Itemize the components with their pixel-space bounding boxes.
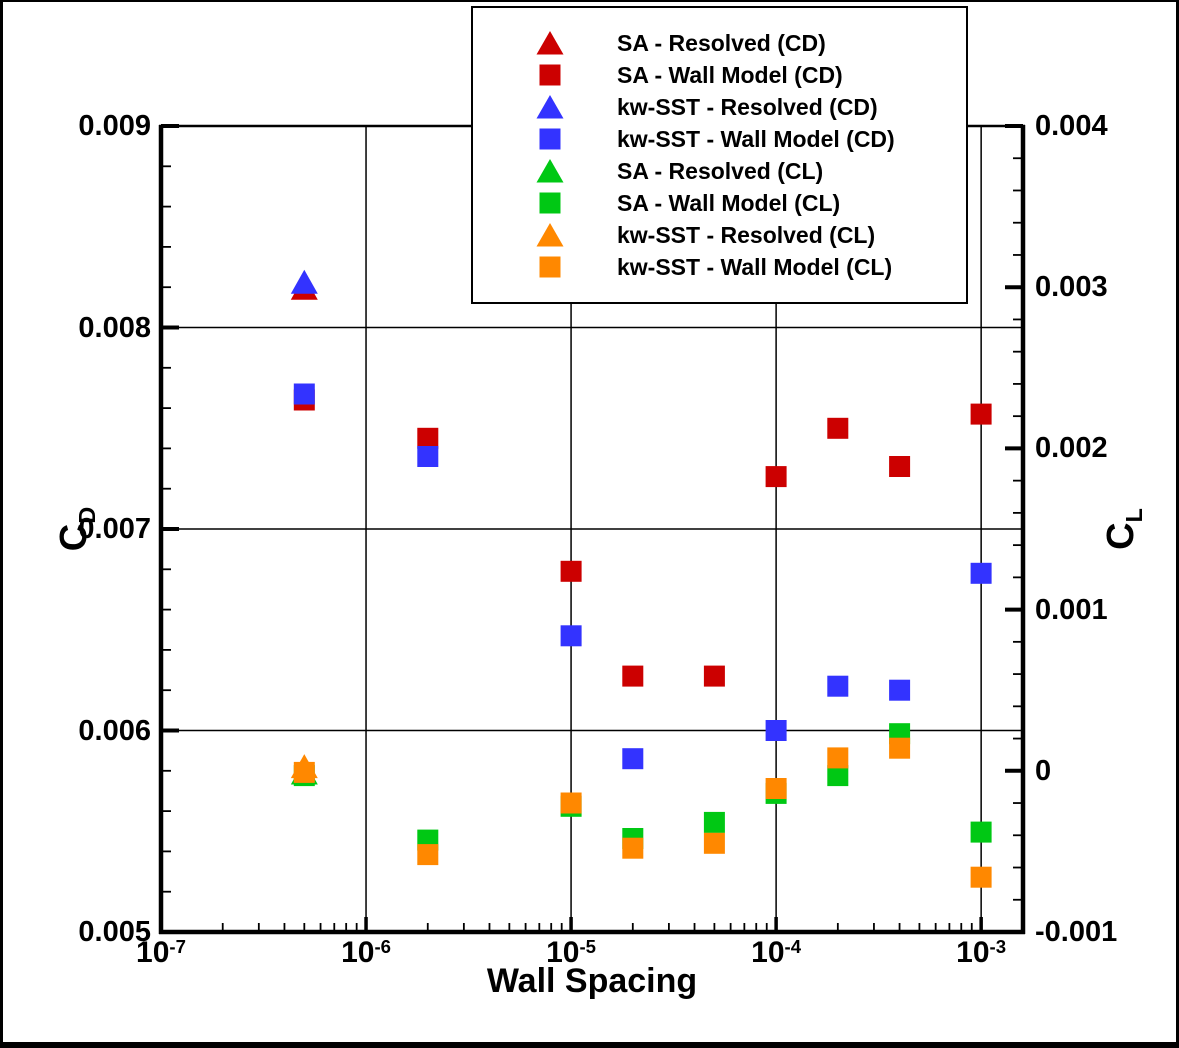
legend-label-kwsst-wallmodel-cl: kw-SST - Wall Model (CL) <box>617 253 893 280</box>
y-right-axis-title: CL <box>1100 508 1148 550</box>
x-tick-label-3: 10-4 <box>751 935 802 969</box>
y-right-tick-label-4: 0 <box>1035 754 1052 787</box>
legend-marker-kwsst-resolved-cd-icon <box>536 95 564 119</box>
legend-label-sa-resolved-cd: SA - Resolved (CD) <box>617 29 826 56</box>
legend-row-sa-wallmodel-cl: SA - Wall Model (CL) <box>535 187 966 219</box>
y-right-tick-label-1: 0.003 <box>1035 271 1108 304</box>
marker-kwsst-wallmodel-cl <box>417 844 439 866</box>
marker-kwsst-wallmodel-cd <box>293 383 315 405</box>
legend-row-kwsst-wallmodel-cd: kw-SST - Wall Model (CD) <box>535 123 966 155</box>
marker-kwsst-wallmodel-cl <box>560 792 582 814</box>
y-left-tick-label-3: 0.006 <box>78 714 151 747</box>
marker-kwsst-wallmodel-cl <box>765 778 787 799</box>
legend-marker-sa-wallmodel-cd-icon <box>539 64 561 86</box>
marker-kwsst-wallmodel-cd <box>765 720 787 741</box>
y-right-tick-label-0: 0.004 <box>1035 110 1108 142</box>
legend-label-sa-wallmodel-cl: SA - Wall Model (CL) <box>617 189 841 216</box>
y-left-tick-label-1: 0.008 <box>78 311 151 344</box>
legend-label-kwsst-resolved-cl: kw-SST - Resolved (CL) <box>617 221 876 248</box>
legend-row-kwsst-wallmodel-cl: kw-SST - Wall Model (CL) <box>535 251 966 283</box>
marker-kwsst-resolved-cd <box>290 269 318 294</box>
y-left-tick-label-0: 0.009 <box>78 110 151 142</box>
legend-row-sa-resolved-cd: SA - Resolved (CD) <box>535 27 966 59</box>
marker-sa-wallmodel-cd <box>622 665 644 687</box>
legend-label-sa-resolved-cl: SA - Resolved (CL) <box>617 157 824 184</box>
marker-sa-wallmodel-cd <box>703 665 725 687</box>
legend-marker-kwsst-wallmodel-cl-icon <box>539 256 561 278</box>
marker-kwsst-wallmodel-cl <box>827 747 849 769</box>
marker-kwsst-wallmodel-cl <box>889 737 911 759</box>
marker-kwsst-wallmodel-cd <box>889 679 911 701</box>
legend-marker-kwsst-resolved-cl-icon <box>536 223 564 247</box>
marker-kwsst-wallmodel-cd <box>970 562 992 584</box>
x-tick-label-4: 10-3 <box>956 935 1007 969</box>
marker-sa-wallmodel-cl <box>970 821 992 843</box>
marker-sa-wallmodel-cd <box>889 456 911 477</box>
legend-row-sa-resolved-cl: SA - Resolved (CL) <box>535 155 966 187</box>
legend-row-kwsst-resolved-cl: kw-SST - Resolved (CL) <box>535 219 966 251</box>
marker-sa-wallmodel-cd <box>765 466 787 488</box>
marker-kwsst-wallmodel-cd <box>827 675 849 697</box>
marker-sa-wallmodel-cd <box>417 427 439 449</box>
y-right-axis-title-letter: C <box>1100 522 1143 550</box>
x-tick-label-1: 10-6 <box>341 935 391 969</box>
marker-sa-wallmodel-cd <box>560 560 582 582</box>
marker-kwsst-wallmodel-cd <box>622 748 644 770</box>
y-left-tick-label-4: 0.005 <box>78 916 151 948</box>
y-right-tick-label-5: -0.001 <box>1035 916 1118 948</box>
y-right-tick-label-3: 0.001 <box>1035 593 1108 626</box>
legend-label-kwsst-resolved-cd: kw-SST - Resolved (CD) <box>617 93 878 120</box>
marker-kwsst-wallmodel-cl <box>703 832 725 854</box>
marker-kwsst-wallmodel-cl <box>622 837 644 859</box>
marker-sa-wallmodel-cl <box>703 811 725 833</box>
marker-sa-wallmodel-cl <box>827 765 849 787</box>
marker-sa-wallmodel-cd <box>970 403 992 425</box>
x-tick-label-2: 10-5 <box>546 935 597 969</box>
marker-sa-wallmodel-cd <box>827 417 849 439</box>
legend-marker-sa-resolved-cl-icon <box>536 159 564 183</box>
legend-marker-kwsst-wallmodel-cd-icon <box>539 128 561 150</box>
x-tick-label-0: 10-7 <box>136 935 186 969</box>
chart-plot <box>158 124 1026 935</box>
legend-row-kwsst-resolved-cd: kw-SST - Resolved (CD) <box>535 91 966 123</box>
marker-kwsst-wallmodel-cl <box>970 866 992 888</box>
y-left-axis-title-subscript: D <box>73 506 100 524</box>
y-right-axis-title-subscript: L <box>1120 508 1147 523</box>
y-right-tick-label-2: 0.002 <box>1035 432 1108 465</box>
legend-marker-sa-resolved-cd-icon <box>536 31 564 55</box>
marker-kwsst-wallmodel-cd <box>417 446 439 467</box>
y-left-axis-title-letter: C <box>53 523 96 552</box>
y-left-tick-label-2: 0.007 <box>78 513 151 545</box>
legend-box: SA - Resolved (CD) SA - Wall Model (CD) kw… <box>471 6 968 304</box>
legend-label-kwsst-wallmodel-cd: kw-SST - Wall Model (CD) <box>617 125 895 152</box>
x-axis-title: Wall Spacing <box>486 962 698 1000</box>
legend-row-sa-wallmodel-cd: SA - Wall Model (CD) <box>535 59 966 91</box>
marker-kwsst-wallmodel-cl <box>293 761 315 783</box>
legend-marker-sa-wallmodel-cl-icon <box>539 192 561 214</box>
y-left-axis-title: CD <box>53 507 101 551</box>
legend-label-sa-wallmodel-cd: SA - Wall Model (CD) <box>617 61 843 88</box>
marker-kwsst-wallmodel-cd <box>560 625 582 647</box>
